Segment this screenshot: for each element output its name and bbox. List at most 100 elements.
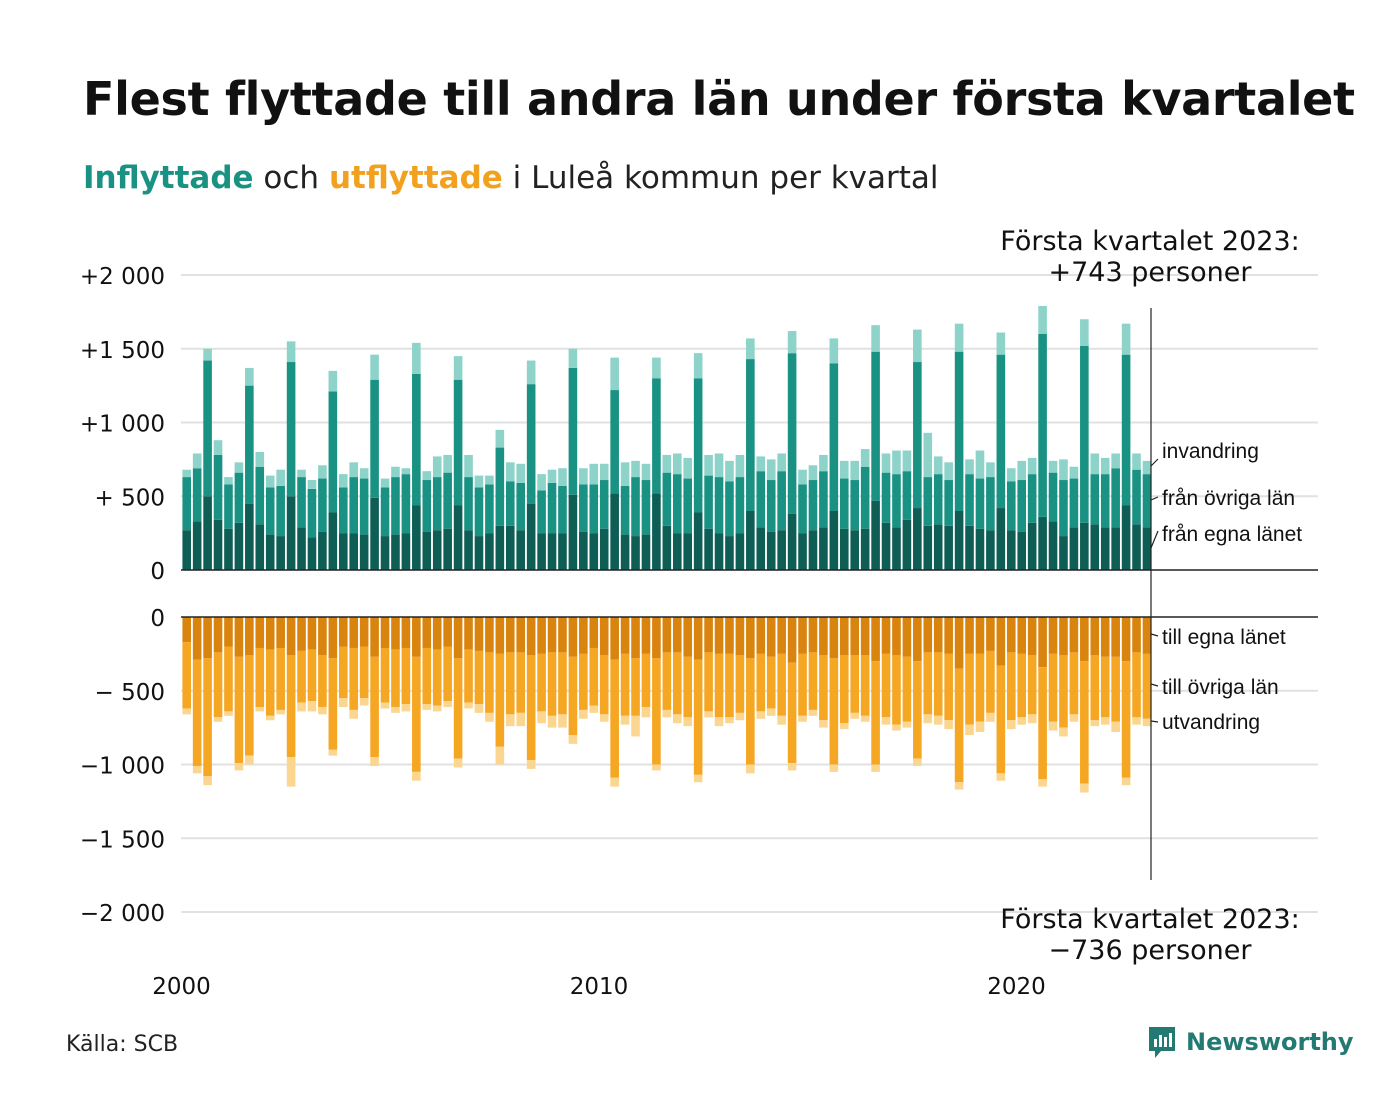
bar-in-other [547, 482, 557, 534]
y-tick-label-top: +1 000 [80, 412, 165, 438]
bar-in-own [203, 496, 212, 570]
bar-out-emigration [735, 712, 745, 721]
bar-in-own [923, 525, 933, 570]
bar-out-other [599, 655, 609, 715]
bar-in-other [286, 362, 296, 497]
bar-out-own [589, 617, 599, 648]
bar-in-immigration [923, 432, 933, 478]
bar-in-immigration [224, 477, 233, 485]
bar-in-other [1069, 478, 1079, 528]
bar-in-immigration [599, 463, 609, 481]
bar-out-other [735, 655, 745, 713]
bar-in-immigration [265, 475, 275, 488]
bar-in-other [996, 354, 1006, 509]
bar-out-other [464, 649, 473, 703]
y-tick-label-top: +1 500 [80, 338, 165, 364]
bar-out-own [662, 617, 672, 653]
bar-out-emigration [662, 709, 672, 718]
bar-in-own [265, 534, 275, 570]
bar-in-own [954, 511, 964, 570]
bar-in-other [265, 487, 275, 535]
bar-out-emigration [516, 712, 526, 727]
bar-out-own [913, 617, 922, 662]
y-tick-label-bottom: −2 000 [80, 901, 165, 927]
bar-in-immigration [307, 480, 317, 489]
bar-out-own [902, 617, 912, 657]
bar-out-own [693, 617, 703, 660]
bar-out-other [338, 646, 348, 699]
bar-in-other [245, 385, 254, 504]
bar-out-emigration [370, 757, 379, 766]
bar-in-immigration [704, 454, 713, 476]
bar-out-own [318, 617, 327, 656]
bar-in-other [933, 474, 943, 525]
bar-in-own [453, 505, 463, 570]
bar-out-other [913, 661, 922, 759]
bar-out-other [1017, 653, 1027, 718]
bar-out-emigration [1059, 727, 1068, 737]
y-tick-label-bottom: −1 000 [80, 754, 165, 780]
bar-in-other [1059, 480, 1068, 537]
bar-out-emigration [1132, 717, 1141, 725]
bar-in-other [735, 477, 745, 534]
bar-in-own [213, 519, 223, 570]
bar-out-emigration [1090, 720, 1100, 727]
bar-in-own [610, 493, 619, 570]
bar-out-other [787, 662, 797, 764]
bar-out-own [1059, 617, 1068, 656]
bar-in-other [359, 478, 369, 535]
bar-out-own [735, 617, 745, 656]
bar-in-own [996, 508, 1006, 570]
bar-in-own [568, 494, 578, 570]
bar-in-other [860, 466, 870, 529]
bar-out-own [401, 617, 411, 648]
bar-out-other [881, 653, 891, 718]
bar-in-own [913, 508, 922, 570]
bar-in-own [443, 528, 452, 570]
bar-in-other [641, 480, 651, 535]
bar-out-other [631, 658, 640, 716]
bar-out-own [265, 617, 275, 650]
bar-out-other [620, 653, 630, 716]
bar-out-own [923, 617, 933, 653]
bar-out-other [370, 656, 379, 758]
bar-in-immigration [526, 360, 536, 385]
bar-out-own [652, 617, 661, 659]
bar-in-other [913, 362, 922, 509]
bar-out-own [453, 617, 463, 659]
bar-in-immigration [610, 357, 619, 391]
legend-in-label: från övriga län [1162, 487, 1295, 510]
bar-out-other [286, 655, 296, 758]
bar-out-other [808, 652, 818, 710]
bar-out-emigration [213, 717, 223, 722]
bar-in-immigration [485, 475, 494, 485]
bar-in-immigration [631, 460, 640, 478]
bar-out-emigration [839, 723, 849, 730]
bar-out-emigration [913, 758, 922, 766]
bar-in-own [537, 533, 546, 570]
bar-out-other [714, 653, 724, 718]
bar-out-other [526, 655, 536, 761]
bar-in-other [432, 477, 442, 531]
bar-out-emigration [547, 715, 557, 728]
bar-in-immigration [443, 454, 452, 473]
bar-out-own [474, 617, 484, 651]
bar-in-other [307, 488, 317, 538]
bar-out-emigration [798, 715, 807, 722]
bar-out-own [746, 617, 755, 659]
bar-in-other [1048, 472, 1058, 522]
annotation-bottom-line1: Första kvartalet 2023: [1000, 904, 1299, 935]
bar-in-other [850, 480, 860, 531]
bar-in-own [485, 533, 494, 570]
bar-out-emigration [672, 714, 682, 724]
bar-out-other [276, 647, 285, 710]
bar-in-immigration [1048, 460, 1058, 473]
bar-in-immigration [1059, 459, 1068, 481]
bar-in-immigration [495, 429, 505, 448]
bar-in-own [516, 530, 526, 570]
bar-out-own [213, 617, 223, 653]
bar-in-immigration [777, 453, 786, 472]
bar-out-other [1006, 652, 1016, 721]
legend-out-label: till övriga län [1162, 676, 1279, 699]
bar-out-emigration [422, 704, 432, 710]
